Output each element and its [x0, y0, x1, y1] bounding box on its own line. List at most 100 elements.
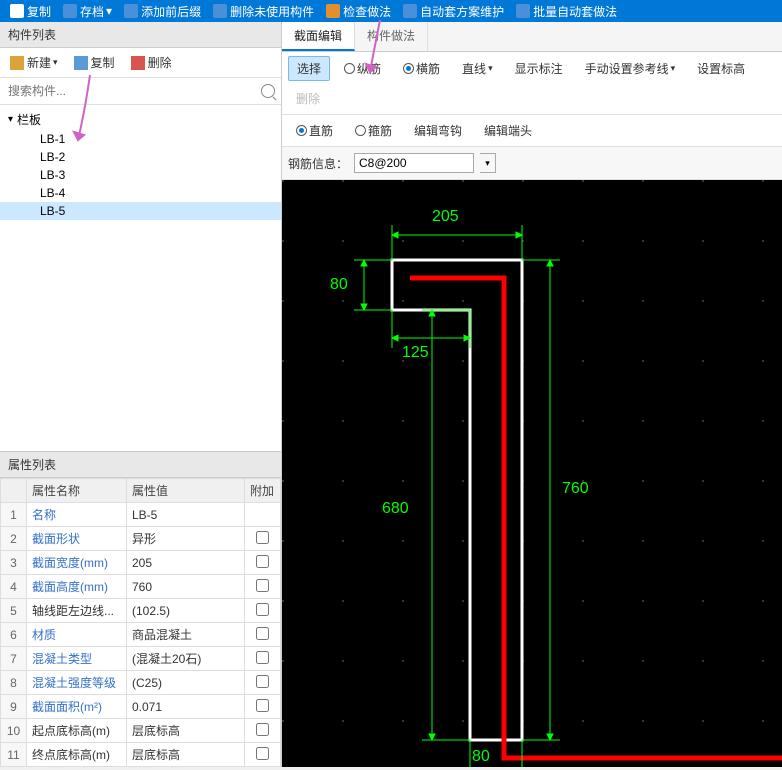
- edit-hook-button[interactable]: 编辑弯钩: [406, 119, 470, 142]
- prop-extra[interactable]: [245, 695, 281, 719]
- search-input[interactable]: [6, 82, 261, 100]
- prop-header-idx: [1, 479, 27, 503]
- prop-value[interactable]: 异形: [127, 527, 245, 551]
- trans-rebar-radio[interactable]: 横筋: [395, 57, 448, 80]
- prop-row[interactable]: 8 混凝土强度等级 (C25): [1, 671, 281, 695]
- prop-extra[interactable]: [245, 647, 281, 671]
- prop-row[interactable]: 1 名称 LB-5: [1, 503, 281, 527]
- tab-component-method[interactable]: 构件做法: [355, 22, 428, 51]
- radio-icon: [296, 125, 307, 136]
- rebar-dropdown[interactable]: ▾: [480, 153, 496, 173]
- rebar-info-input[interactable]: [354, 153, 474, 173]
- prop-value[interactable]: 层底标高: [127, 743, 245, 767]
- prop-row[interactable]: 6 材质 商品混凝土: [1, 623, 281, 647]
- prop-name: 混凝土类型: [27, 647, 127, 671]
- prop-value[interactable]: LB-5: [127, 503, 245, 527]
- prop-idx: 2: [1, 527, 27, 551]
- prop-name: 截面高度(mm): [27, 575, 127, 599]
- ref-line-button[interactable]: 手动设置参考线▾: [577, 57, 684, 80]
- search-icon[interactable]: [261, 84, 275, 98]
- prop-idx: 4: [1, 575, 27, 599]
- prop-row[interactable]: 5 轴线距左边线... (102.5): [1, 599, 281, 623]
- prop-extra[interactable]: [245, 599, 281, 623]
- prop-extra[interactable]: [245, 623, 281, 647]
- tree-item[interactable]: LB-1: [0, 130, 281, 148]
- set-elev-button[interactable]: 设置标高: [689, 57, 753, 80]
- radio-icon: [344, 63, 355, 74]
- tab-section-edit[interactable]: 截面编辑: [282, 22, 355, 51]
- toolbar-delete-unused[interactable]: 删除未使用构件: [207, 0, 320, 22]
- delete-button[interactable]: 删除: [127, 52, 176, 73]
- tree-parent[interactable]: 栏板: [0, 109, 281, 130]
- toolbar-batch-auto[interactable]: 批量自动套做法: [510, 0, 623, 22]
- prop-value[interactable]: (C25): [127, 671, 245, 695]
- tree-item[interactable]: LB-4: [0, 184, 281, 202]
- toolbar-copy[interactable]: 复制: [4, 0, 57, 22]
- prop-value[interactable]: 760: [127, 575, 245, 599]
- prop-extra[interactable]: [245, 575, 281, 599]
- prop-value[interactable]: 205: [127, 551, 245, 575]
- prop-idx: 1: [1, 503, 27, 527]
- toolbar-prefix[interactable]: 添加前后缀: [118, 0, 207, 22]
- prop-extra[interactable]: [245, 527, 281, 551]
- prop-row[interactable]: 10 起点底标高(m) 层底标高: [1, 719, 281, 743]
- prop-value[interactable]: 商品混凝土: [127, 623, 245, 647]
- prop-row[interactable]: 4 截面高度(mm) 760: [1, 575, 281, 599]
- check-icon: [326, 4, 340, 18]
- prop-name: 名称: [27, 503, 127, 527]
- component-tree: 栏板 LB-1LB-2LB-3LB-4LB-5: [0, 105, 281, 451]
- prop-value[interactable]: (混凝土20石): [127, 647, 245, 671]
- prop-idx: 11: [1, 743, 27, 767]
- delete-unused-icon: [213, 4, 227, 18]
- prop-name: 轴线距左边线...: [27, 599, 127, 623]
- prop-extra[interactable]: [245, 671, 281, 695]
- prop-idx: 5: [1, 599, 27, 623]
- new-icon: [10, 56, 24, 70]
- prop-row[interactable]: 11 终点底标高(m) 层底标高: [1, 743, 281, 767]
- toolbar-archive[interactable]: 存档▾: [57, 0, 118, 22]
- prop-extra[interactable]: [245, 743, 281, 767]
- top-toolbar: 复制 存档▾ 添加前后缀 删除未使用构件 检查做法 自动套方案维护 批量自动套做…: [0, 0, 782, 22]
- canvas[interactable]: 205 80 125 680 760 80: [282, 180, 782, 767]
- prop-row[interactable]: 7 混凝土类型 (混凝土20石): [1, 647, 281, 671]
- prop-idx: 7: [1, 647, 27, 671]
- prop-idx: 10: [1, 719, 27, 743]
- toolbar-auto-scheme[interactable]: 自动套方案维护: [397, 0, 510, 22]
- copy-icon: [10, 4, 24, 18]
- edit-end-button[interactable]: 编辑端头: [476, 119, 540, 142]
- new-button[interactable]: 新建▾: [6, 52, 62, 73]
- prop-name: 材质: [27, 623, 127, 647]
- dim-bottom: 80: [472, 748, 490, 766]
- prop-extra[interactable]: [245, 719, 281, 743]
- copy-button[interactable]: 复制: [70, 52, 119, 73]
- long-rebar-radio[interactable]: 纵筋: [336, 57, 389, 80]
- tree-item[interactable]: LB-2: [0, 148, 281, 166]
- stirrup-radio[interactable]: 箍筋: [347, 119, 400, 142]
- dim-right: 760: [562, 480, 589, 498]
- line-button[interactable]: 直线▾: [454, 57, 501, 80]
- straight-radio[interactable]: 直筋: [288, 119, 341, 142]
- delete-icon: [131, 56, 145, 70]
- copy-icon-2: [74, 56, 88, 70]
- prop-idx: 9: [1, 695, 27, 719]
- archive-icon: [63, 4, 77, 18]
- prop-value[interactable]: 0.071: [127, 695, 245, 719]
- prefix-icon: [124, 4, 138, 18]
- dim-mid: 680: [382, 500, 409, 518]
- prop-idx: 8: [1, 671, 27, 695]
- prop-extra[interactable]: [245, 503, 281, 527]
- prop-value[interactable]: 层底标高: [127, 719, 245, 743]
- auto-scheme-icon: [403, 4, 417, 18]
- tree-item[interactable]: LB-3: [0, 166, 281, 184]
- select-button[interactable]: 选择: [288, 56, 330, 81]
- prop-row[interactable]: 3 截面宽度(mm) 205: [1, 551, 281, 575]
- toolbar-check[interactable]: 检查做法: [320, 0, 397, 22]
- prop-extra[interactable]: [245, 551, 281, 575]
- prop-row[interactable]: 9 截面面积(m²) 0.071: [1, 695, 281, 719]
- prop-name: 截面面积(m²): [27, 695, 127, 719]
- prop-value[interactable]: (102.5): [127, 599, 245, 623]
- prop-row[interactable]: 2 截面形状 异形: [1, 527, 281, 551]
- show-dim-button[interactable]: 显示标注: [507, 57, 571, 80]
- dim-left-lower: 125: [402, 344, 429, 362]
- tree-item[interactable]: LB-5: [0, 202, 281, 220]
